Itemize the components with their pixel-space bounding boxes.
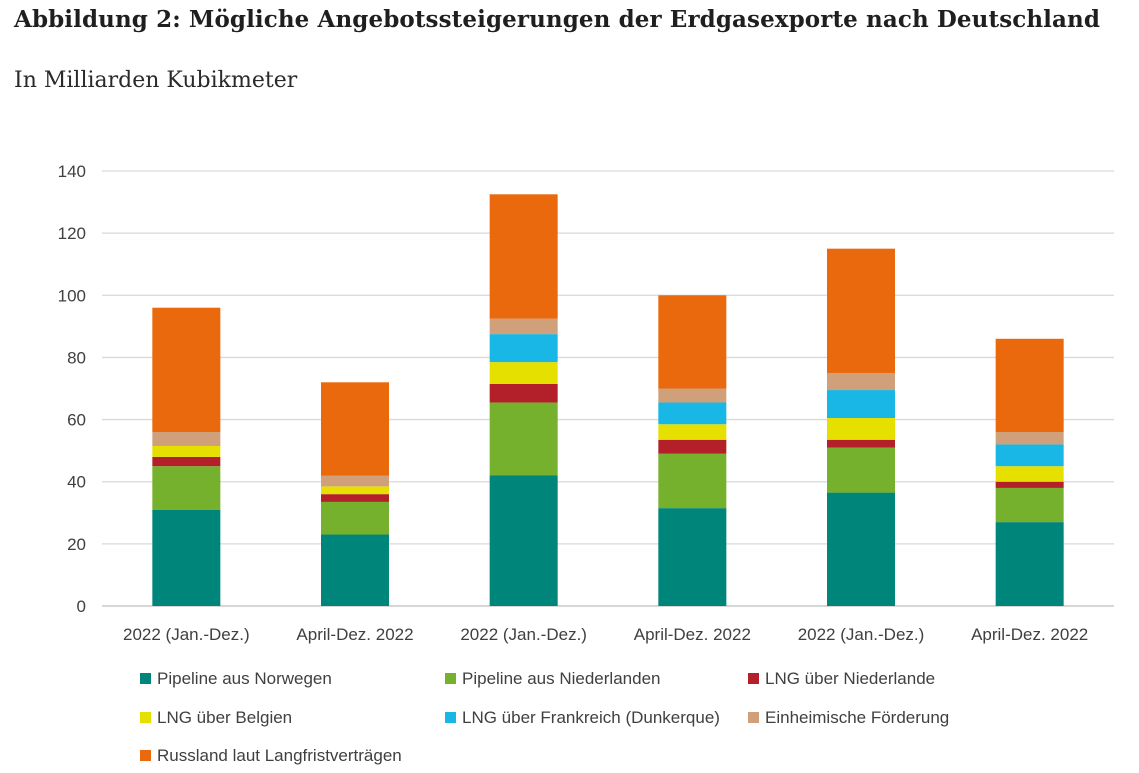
bar-segment bbox=[489, 194, 558, 319]
y-tick-label: 20 bbox=[67, 535, 86, 554]
bar-segment bbox=[995, 481, 1064, 488]
bar-segment bbox=[827, 390, 895, 419]
y-tick-label: 0 bbox=[77, 597, 86, 616]
bar-segment bbox=[995, 522, 1064, 606]
bar-segment bbox=[658, 508, 727, 606]
legend-item: LNG über Frankreich (Dunkerque) bbox=[445, 708, 720, 727]
bar-segment bbox=[321, 501, 389, 535]
bar-segment bbox=[658, 424, 727, 440]
legend-label: LNG über Frankreich (Dunkerque) bbox=[462, 708, 720, 727]
bar-segment bbox=[995, 466, 1064, 482]
legend-swatch bbox=[748, 712, 759, 723]
chart-subtitle: In Milliarden Kubikmeter bbox=[14, 68, 298, 93]
bar-segment bbox=[321, 486, 389, 495]
x-category-label: April-Dez. 2022 bbox=[634, 625, 751, 644]
legend-swatch bbox=[140, 673, 151, 684]
bar-segment bbox=[827, 418, 895, 440]
bar-segment bbox=[489, 334, 558, 363]
legend-item: LNG über Niederlande bbox=[748, 669, 935, 688]
y-tick-label: 120 bbox=[58, 224, 86, 243]
bar-segment bbox=[827, 372, 895, 391]
legend-label: Pipeline aus Niederlanden bbox=[462, 669, 660, 688]
bar-segment bbox=[321, 382, 389, 476]
legend-item: Pipeline aus Niederlanden bbox=[445, 669, 660, 688]
bar-segment bbox=[152, 466, 221, 510]
legend-swatch bbox=[748, 673, 759, 684]
legend-item: Russland laut Langfristverträgen bbox=[140, 746, 402, 765]
legend-label: Pipeline aus Norwegen bbox=[157, 669, 332, 688]
bar-segment bbox=[658, 295, 727, 389]
bar-segment bbox=[489, 475, 558, 606]
legend-item: Pipeline aus Norwegen bbox=[140, 669, 332, 688]
bar-segment bbox=[658, 453, 727, 509]
legend-item: LNG über Belgien bbox=[140, 708, 292, 727]
legend-label: LNG über Belgien bbox=[157, 708, 292, 727]
y-tick-label: 40 bbox=[67, 473, 86, 492]
y-tick-label: 140 bbox=[58, 162, 86, 181]
bar-segment bbox=[995, 444, 1064, 467]
bar-segment bbox=[489, 362, 558, 384]
legend-swatch bbox=[445, 673, 456, 684]
bar-segment bbox=[827, 439, 895, 448]
bar-segment bbox=[995, 487, 1064, 523]
legend-label: LNG über Niederlande bbox=[765, 669, 935, 688]
bar-segment bbox=[827, 492, 895, 606]
legend-swatch bbox=[445, 712, 456, 723]
x-category-label: April-Dez. 2022 bbox=[971, 625, 1088, 644]
bar-segment bbox=[658, 402, 727, 425]
x-category-label: 2022 (Jan.-Dez.) bbox=[460, 625, 587, 644]
bar-segment bbox=[995, 432, 1064, 445]
x-category-label: April-Dez. 2022 bbox=[296, 625, 413, 644]
x-category-label: 2022 (Jan.-Dez.) bbox=[798, 625, 925, 644]
bar-segment bbox=[995, 338, 1064, 432]
y-tick-label: 80 bbox=[67, 348, 86, 367]
chart-title: Abbildung 2: Mögliche Angebotssteigerung… bbox=[14, 6, 1101, 33]
y-tick-label: 100 bbox=[58, 286, 86, 305]
bar-segment bbox=[658, 388, 727, 403]
bar-segment bbox=[827, 248, 895, 373]
x-category-label: 2022 (Jan.-Dez.) bbox=[123, 625, 250, 644]
legend-label: Russland laut Langfristverträgen bbox=[157, 746, 402, 765]
y-tick-label: 60 bbox=[67, 411, 86, 430]
bar-segment bbox=[489, 318, 558, 335]
bar-segment bbox=[152, 456, 221, 467]
bar-segment bbox=[152, 445, 221, 457]
bar-segment bbox=[489, 402, 558, 476]
bar-segment bbox=[152, 509, 221, 606]
legend-label: Einheimische Förderung bbox=[765, 708, 949, 727]
bar-segment bbox=[658, 439, 727, 454]
legend-swatch bbox=[140, 712, 151, 723]
bar-segment bbox=[321, 494, 389, 502]
legend-item: Einheimische Förderung bbox=[748, 708, 949, 727]
legend-swatch bbox=[140, 750, 151, 761]
bar-segment bbox=[321, 534, 389, 606]
bar-segment bbox=[152, 307, 221, 432]
bar-segment bbox=[489, 383, 558, 403]
bar-segment bbox=[827, 447, 895, 493]
bar-segment bbox=[321, 475, 389, 487]
bar-segment bbox=[152, 432, 221, 446]
